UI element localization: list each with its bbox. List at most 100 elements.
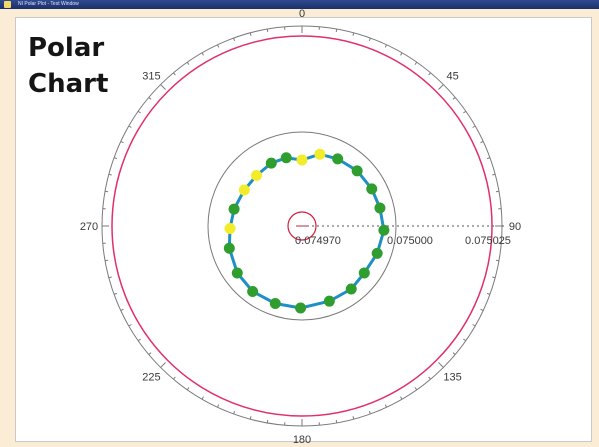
angle-tick: [104, 259, 109, 262]
angle-tick: [414, 387, 418, 391]
data-point: [351, 165, 363, 177]
angle-tick: [480, 308, 484, 311]
angle-tick: [480, 141, 484, 144]
angle-tick: [137, 110, 141, 114]
data-point: [296, 154, 308, 166]
angle-tick: [249, 32, 252, 36]
angle-tick: [233, 410, 236, 415]
angle-label-45: 45: [446, 70, 458, 82]
angle-tick: [368, 410, 371, 415]
radial-tick-label: 0.075000: [387, 235, 433, 247]
angle-tick: [113, 292, 118, 295]
data-point: [332, 153, 344, 165]
angle-tick: [472, 125, 476, 128]
angle-tick: [113, 157, 118, 160]
angle-tick: [384, 44, 387, 48]
angle-label-0: 0: [299, 8, 305, 20]
data-point: [280, 152, 292, 164]
angle-tick: [438, 84, 444, 90]
angle-tick: [486, 157, 491, 160]
angle-tick: [249, 416, 252, 420]
data-point: [358, 267, 370, 279]
inner-grid-circle: [207, 131, 397, 321]
window-titlebar[interactable]: NI Polar Plot - Test Window: [0, 0, 599, 9]
chart-title-line-2: Chart: [28, 69, 109, 99]
data-point: [228, 203, 240, 215]
angle-tick: [486, 292, 491, 295]
angle-tick: [201, 52, 204, 56]
data-point: [295, 302, 307, 314]
angle-tick: [108, 173, 112, 176]
data-point: [250, 169, 262, 181]
data-point: [265, 157, 277, 169]
angle-tick: [128, 324, 132, 327]
angle-tick: [217, 44, 220, 48]
angle-tick: [463, 338, 467, 342]
angle-tick: [400, 52, 403, 56]
radial-tick-label: 0.074970: [295, 235, 341, 247]
angle-tick: [452, 97, 456, 100]
data-point: [323, 295, 335, 307]
angle-label-270: 270: [80, 221, 98, 233]
angle-tick: [352, 416, 355, 420]
data-point: [269, 298, 281, 310]
angle-tick: [186, 387, 190, 391]
angle-tick: [173, 72, 176, 76]
angle-tick: [233, 37, 236, 42]
angle-label-180: 180: [293, 434, 311, 446]
data-point: [223, 242, 235, 254]
angle-label-225: 225: [142, 372, 160, 384]
angle-tick: [452, 352, 456, 355]
data-point: [224, 223, 236, 235]
angle-tick: [120, 308, 124, 311]
chart-title: Polar Chart: [28, 30, 108, 102]
chart-title-line-1: Polar: [28, 33, 105, 63]
center-circle: [287, 211, 317, 241]
angle-tick: [428, 376, 431, 380]
angle-tick: [137, 338, 141, 342]
angle-tick: [384, 404, 387, 408]
angle-tick: [201, 396, 204, 400]
data-point: [231, 267, 243, 279]
angle-tick: [335, 28, 338, 33]
angle-tick: [266, 419, 269, 424]
angle-tick: [414, 61, 418, 65]
angle-tick: [104, 190, 109, 193]
data-point: [378, 224, 390, 236]
angle-tick: [160, 362, 166, 368]
angle-tick: [266, 28, 269, 33]
angle-tick: [492, 173, 496, 176]
angle-tick: [352, 32, 355, 36]
angle-tick: [472, 324, 476, 327]
window-title: NI Polar Plot - Test Window: [18, 1, 79, 7]
angle-tick: [120, 141, 124, 144]
angle-tick: [495, 190, 500, 193]
angle-tick: [160, 84, 166, 90]
angle-tick: [368, 37, 371, 42]
angle-tick: [148, 97, 152, 100]
data-point: [314, 148, 326, 160]
angle-tick: [186, 61, 190, 65]
angle-tick: [492, 276, 496, 279]
angle-label-315: 315: [142, 70, 160, 82]
angle-tick: [335, 419, 338, 424]
data-point: [366, 183, 378, 195]
angle-tick: [108, 276, 112, 279]
angle-tick: [438, 362, 444, 368]
angle-tick: [428, 72, 431, 76]
data-point: [247, 285, 259, 297]
data-point: [374, 202, 386, 214]
data-point: [238, 184, 250, 196]
angle-tick: [217, 404, 220, 408]
angle-label-90: 90: [509, 221, 521, 233]
angle-tick: [148, 352, 152, 355]
angle-tick: [128, 125, 132, 128]
radial-tick-label: 0.075025: [465, 235, 511, 247]
data-point: [371, 247, 383, 259]
data-point: [345, 283, 357, 295]
angle-tick: [173, 376, 176, 380]
angle-label-135: 135: [443, 372, 461, 384]
angle-tick: [400, 396, 403, 400]
app-icon: [4, 1, 11, 8]
